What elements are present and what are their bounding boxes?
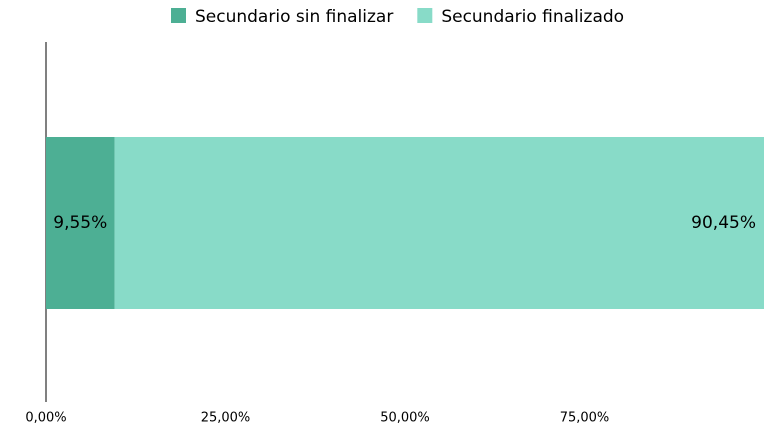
legend-label: Secundario sin finalizar xyxy=(195,7,393,27)
bar-segment xyxy=(114,137,765,309)
bar-segment xyxy=(46,137,115,309)
x-tick-label: 0,00% xyxy=(25,411,66,426)
data-label: 9,55% xyxy=(53,213,107,233)
x-tick-label: 50,00% xyxy=(380,411,430,426)
legend-label: Secundario finalizado xyxy=(441,7,624,27)
legend-swatch xyxy=(417,8,433,23)
x-tick-label: 75,00% xyxy=(560,411,610,426)
data-label: 90,45% xyxy=(691,213,756,233)
legend-swatch xyxy=(171,8,186,23)
x-tick-label: 25,00% xyxy=(201,411,251,426)
